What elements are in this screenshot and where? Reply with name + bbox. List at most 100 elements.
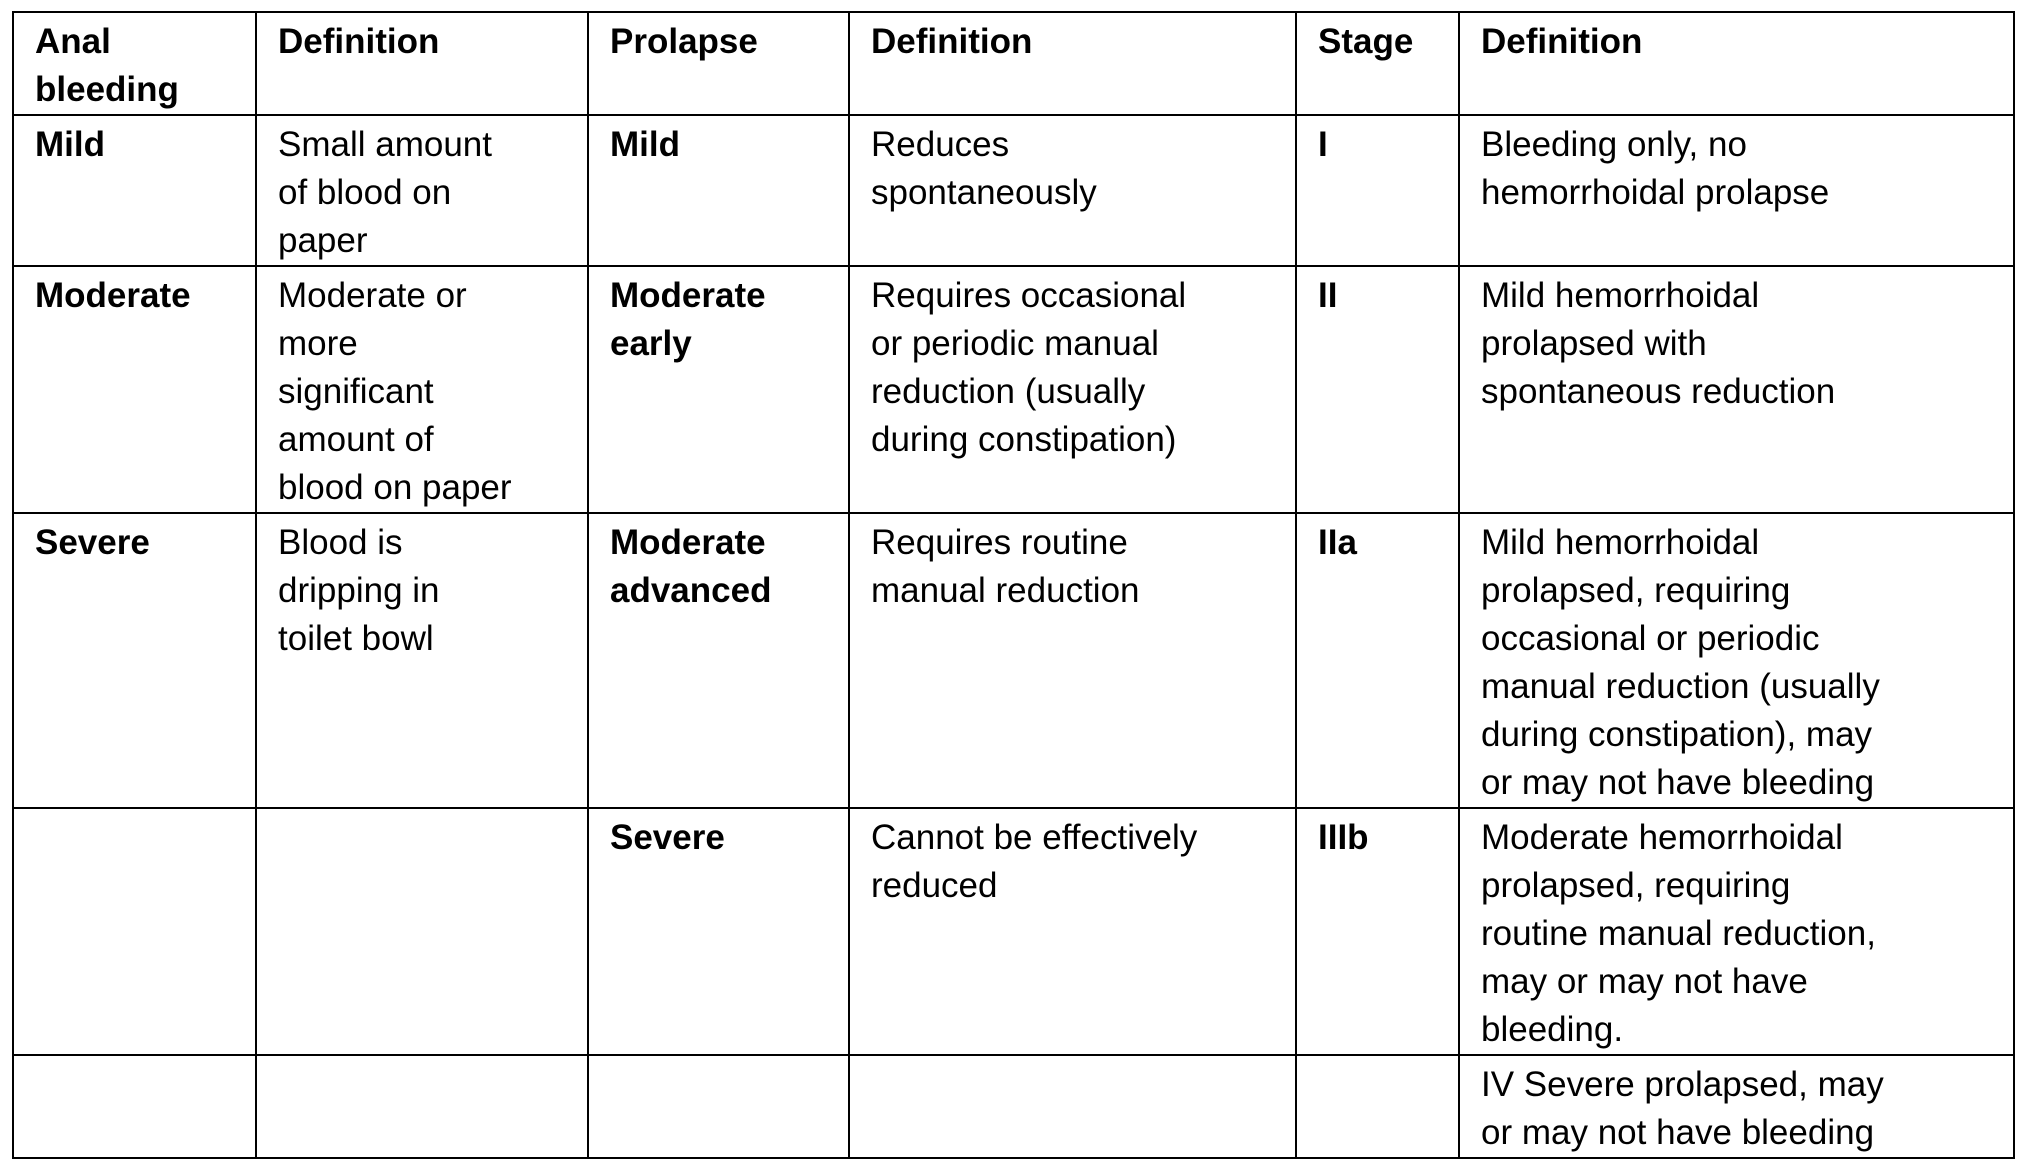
prolapse-definition-cell: Reduces spontaneously bbox=[849, 115, 1296, 266]
cell-text: Reduces bbox=[871, 121, 1281, 169]
header-stage-definition: Definition bbox=[1459, 12, 2014, 115]
cell-text: during constipation), may bbox=[1481, 711, 1999, 759]
cell-text: Requires routine bbox=[871, 519, 1281, 567]
header-stage: Stage bbox=[1296, 12, 1459, 115]
bleeding-grade-cell bbox=[13, 808, 256, 1055]
stage-cell: IIIb bbox=[1296, 808, 1459, 1055]
header-prolapse: Prolapse bbox=[588, 12, 849, 115]
cell-text: IIIb bbox=[1318, 814, 1444, 862]
cell-text: or periodic manual bbox=[871, 320, 1281, 368]
cell-text: manual reduction (usually bbox=[1481, 663, 1999, 711]
cell-text: Moderate or bbox=[278, 272, 573, 320]
header-prolapse-definition: Definition bbox=[849, 12, 1296, 115]
bleeding-definition-cell bbox=[256, 808, 588, 1055]
stage-cell bbox=[1296, 1055, 1459, 1158]
header-bleeding-definition: Definition bbox=[256, 12, 588, 115]
cell-text: may or may not have bbox=[1481, 958, 1999, 1006]
header-text: Definition bbox=[1481, 18, 1999, 66]
stage-definition-cell: Moderate hemorrhoidal prolapsed, requiri… bbox=[1459, 808, 2014, 1055]
cell-text: IV Severe prolapsed, may bbox=[1481, 1061, 1999, 1109]
stage-definition-cell: Mild hemorrhoidal prolapsed, requiring o… bbox=[1459, 513, 2014, 808]
cell-text: Mild hemorrhoidal bbox=[1481, 272, 1999, 320]
cell-text: Mild hemorrhoidal bbox=[1481, 519, 1999, 567]
header-text: Prolapse bbox=[610, 18, 834, 66]
header-text: Definition bbox=[278, 18, 573, 66]
cell-text: occasional or periodic bbox=[1481, 615, 1999, 663]
cell-text: significant bbox=[278, 368, 573, 416]
bleeding-definition-cell: Blood is dripping in toilet bowl bbox=[256, 513, 588, 808]
prolapse-grade-cell: Moderate early bbox=[588, 266, 849, 513]
cell-text: early bbox=[610, 320, 834, 368]
cell-text: routine manual reduction, bbox=[1481, 910, 1999, 958]
table-row: Severe Blood is dripping in toilet bowl … bbox=[13, 513, 2014, 808]
cell-text: spontaneous reduction bbox=[1481, 368, 1999, 416]
stage-cell: I bbox=[1296, 115, 1459, 266]
bleeding-definition-cell bbox=[256, 1055, 588, 1158]
cell-text: more bbox=[278, 320, 573, 368]
bleeding-grade-cell: Moderate bbox=[13, 266, 256, 513]
cell-text: Severe bbox=[35, 519, 241, 567]
cell-text: IIa bbox=[1318, 519, 1444, 567]
bleeding-definition-cell: Small amount of blood on paper bbox=[256, 115, 588, 266]
cell-text: hemorrhoidal prolapse bbox=[1481, 169, 1999, 217]
cell-text: Moderate bbox=[610, 519, 834, 567]
prolapse-definition-cell: Requires occasional or periodic manual r… bbox=[849, 266, 1296, 513]
prolapse-definition-cell: Requires routine manual reduction bbox=[849, 513, 1296, 808]
cell-text: Bleeding only, no bbox=[1481, 121, 1999, 169]
bleeding-definition-cell: Moderate or more significant amount of b… bbox=[256, 266, 588, 513]
bleeding-grade-cell: Severe bbox=[13, 513, 256, 808]
stage-definition-cell: IV Severe prolapsed, may or may not have… bbox=[1459, 1055, 2014, 1158]
cell-text: during constipation) bbox=[871, 416, 1281, 464]
cell-text: Requires occasional bbox=[871, 272, 1281, 320]
header-text: Definition bbox=[871, 18, 1281, 66]
cell-text: bleeding. bbox=[1481, 1006, 1999, 1054]
cell-text: Moderate hemorrhoidal bbox=[1481, 814, 1999, 862]
header-text: Anal bbox=[35, 18, 241, 66]
stage-definition-cell: Mild hemorrhoidal prolapsed with spontan… bbox=[1459, 266, 2014, 513]
cell-text: Mild bbox=[610, 121, 834, 169]
cell-text: Moderate bbox=[610, 272, 834, 320]
bleeding-grade-cell bbox=[13, 1055, 256, 1158]
cell-text: of blood on bbox=[278, 169, 573, 217]
cell-text: or may not have bleeding bbox=[1481, 759, 1999, 807]
header-text: bleeding bbox=[35, 66, 241, 114]
header-text: Stage bbox=[1318, 18, 1444, 66]
prolapse-grade-cell: Moderate advanced bbox=[588, 513, 849, 808]
table-row: Moderate Moderate or more significant am… bbox=[13, 266, 2014, 513]
cell-text: blood on paper bbox=[278, 464, 573, 512]
cell-text: prolapsed, requiring bbox=[1481, 567, 1999, 615]
cell-text: advanced bbox=[610, 567, 834, 615]
cell-text: or may not have bleeding bbox=[1481, 1109, 1999, 1157]
bleeding-grade-cell: Mild bbox=[13, 115, 256, 266]
cell-text: prolapsed, requiring bbox=[1481, 862, 1999, 910]
cell-text: Severe bbox=[610, 814, 834, 862]
prolapse-definition-cell bbox=[849, 1055, 1296, 1158]
header-anal-bleeding: Anal bleeding bbox=[13, 12, 256, 115]
table-row: Mild Small amount of blood on paper Mild… bbox=[13, 115, 2014, 266]
cell-text: reduction (usually bbox=[871, 368, 1281, 416]
prolapse-grade-cell: Severe bbox=[588, 808, 849, 1055]
stage-cell: II bbox=[1296, 266, 1459, 513]
prolapse-grade-cell bbox=[588, 1055, 849, 1158]
cell-text: manual reduction bbox=[871, 567, 1281, 615]
cell-text: spontaneously bbox=[871, 169, 1281, 217]
header-row: Anal bleeding Definition Prolapse Defini… bbox=[13, 12, 2014, 115]
cell-text: toilet bowl bbox=[278, 615, 573, 663]
table-row: IV Severe prolapsed, may or may not have… bbox=[13, 1055, 2014, 1158]
cell-text: Small amount bbox=[278, 121, 573, 169]
prolapse-grade-cell: Mild bbox=[588, 115, 849, 266]
cell-text: prolapsed with bbox=[1481, 320, 1999, 368]
cell-text: dripping in bbox=[278, 567, 573, 615]
cell-text: reduced bbox=[871, 862, 1281, 910]
cell-text: II bbox=[1318, 272, 1444, 320]
cell-text: I bbox=[1318, 121, 1444, 169]
stage-definition-cell: Bleeding only, no hemorrhoidal prolapse bbox=[1459, 115, 2014, 266]
cell-text: Mild bbox=[35, 121, 241, 169]
hemorrhoid-grading-table: Anal bleeding Definition Prolapse Defini… bbox=[12, 11, 2015, 1159]
table-row: Severe Cannot be effectively reduced III… bbox=[13, 808, 2014, 1055]
cell-text: Cannot be effectively bbox=[871, 814, 1281, 862]
cell-text: paper bbox=[278, 217, 573, 265]
cell-text: Moderate bbox=[35, 272, 241, 320]
prolapse-definition-cell: Cannot be effectively reduced bbox=[849, 808, 1296, 1055]
cell-text: amount of bbox=[278, 416, 573, 464]
